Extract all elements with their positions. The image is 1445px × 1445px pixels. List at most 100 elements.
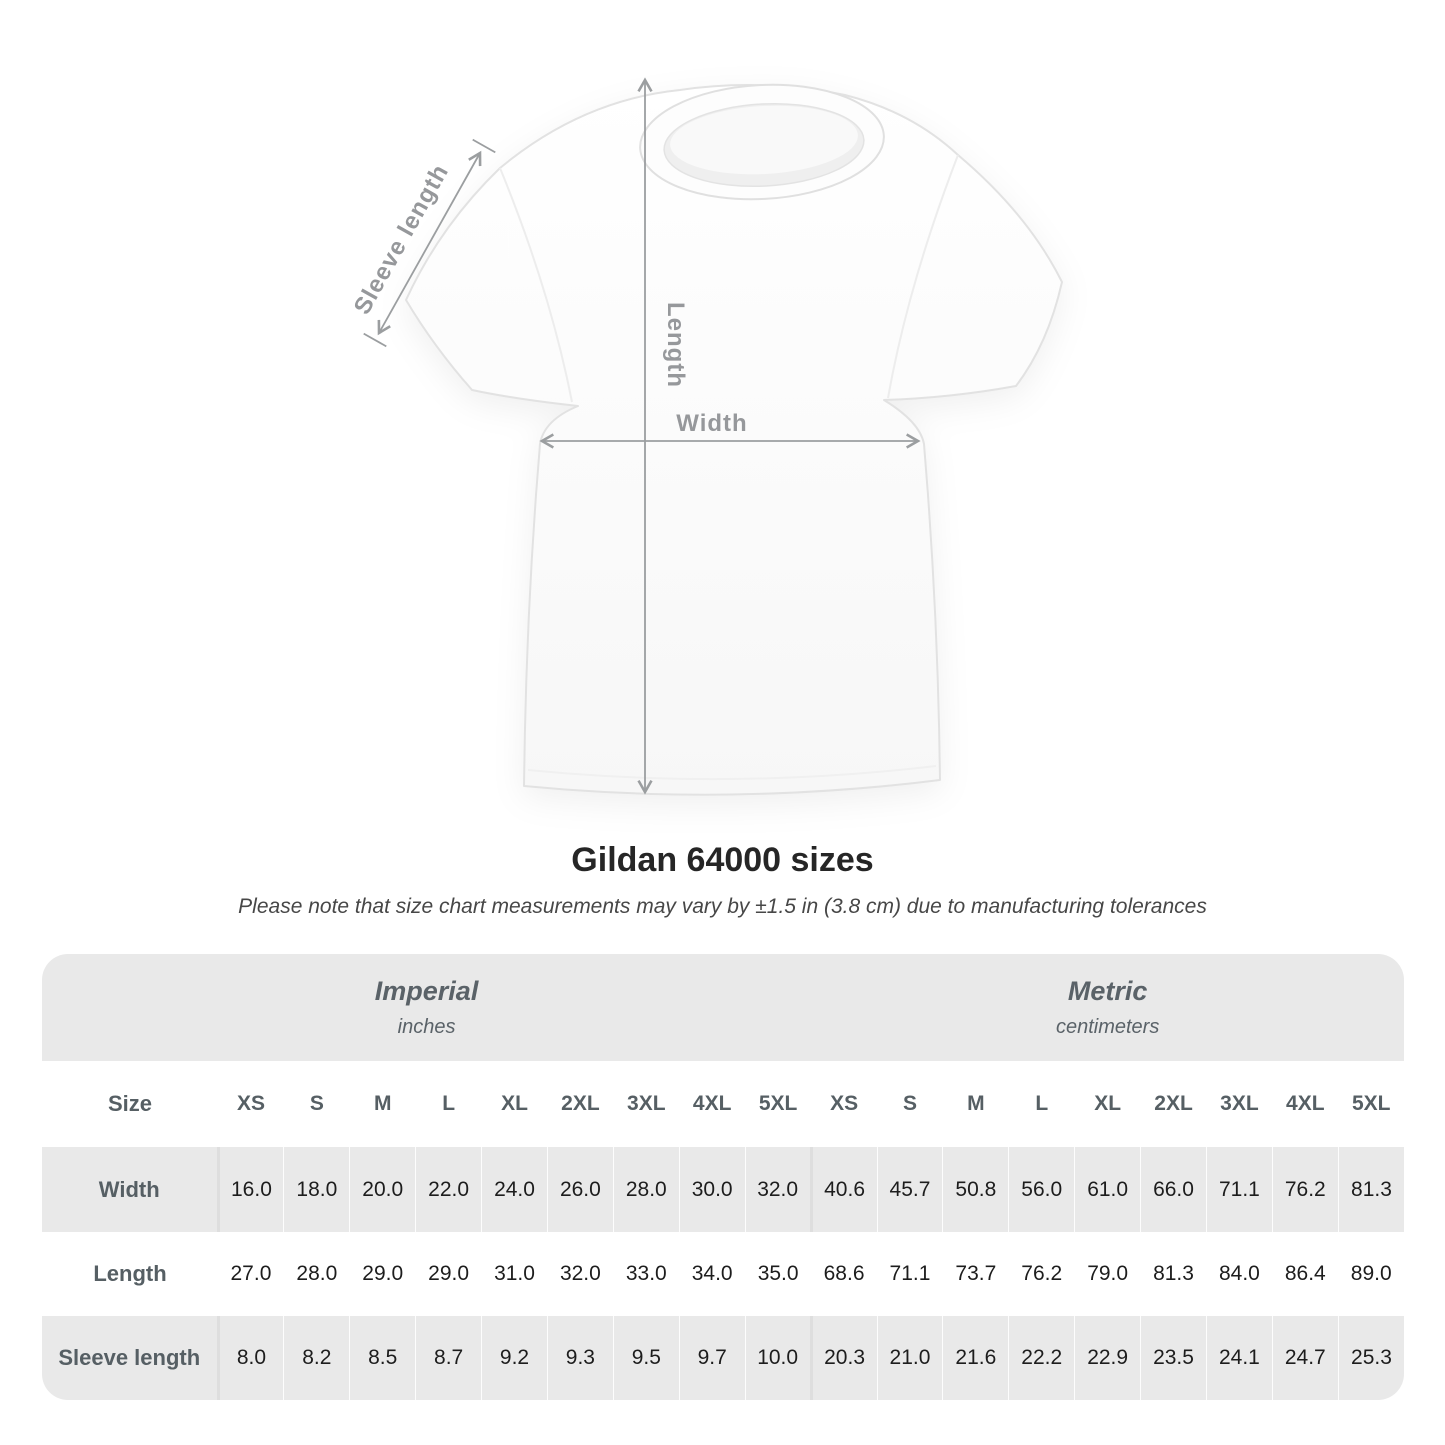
value-cell: 24.1 [1205, 1315, 1273, 1400]
value-cell: 8.7 [415, 1315, 482, 1400]
size-header-cell: 4XL [1286, 1092, 1325, 1116]
value-cell: 73.7 [955, 1261, 997, 1285]
row-label: Width [98, 1176, 160, 1202]
row-label: Length [93, 1260, 167, 1286]
value-cell: 71.1 [1205, 1147, 1273, 1232]
value-cell: 9.2 [481, 1315, 548, 1400]
value-cell: 25.3 [1337, 1315, 1404, 1400]
value-cell: 10.0 [744, 1315, 812, 1400]
size-header-cell: L [442, 1092, 456, 1116]
imperial-group-header: Imperial inches [42, 954, 811, 1061]
imperial-group-label: Imperial [374, 976, 479, 1007]
size-header-cell: XL [501, 1092, 528, 1116]
table-row-length: Length 27.0 28.0 29.0 29.0 31.0 32.0 33.… [42, 1231, 1404, 1316]
value-cell: 20.3 [809, 1315, 878, 1400]
value-cell: 28.0 [296, 1261, 338, 1285]
value-cell: 29.0 [428, 1261, 470, 1285]
value-cell: 79.0 [1087, 1261, 1129, 1285]
value-cell: 20.0 [349, 1147, 416, 1232]
value-cell: 22.9 [1074, 1315, 1141, 1400]
hem-stitch [527, 765, 937, 781]
value-cell: 9.5 [612, 1315, 680, 1400]
size-header-cell: 3XL [1220, 1092, 1259, 1116]
value-cell: 45.7 [876, 1147, 943, 1232]
sleeve-arrow-tick-bottom [363, 332, 387, 348]
value-cell: 50.8 [942, 1147, 1009, 1232]
sleeve-arrow-tick-top [472, 138, 496, 154]
size-table-container: Imperial inches Metric centimeters Size … [42, 954, 1404, 1400]
value-cell: 66.0 [1140, 1147, 1207, 1232]
size-header-row: Size XS S M L XL 2XL 3XL 4XL 5XL XS S M … [42, 1061, 1404, 1148]
collar-inner-back [670, 105, 858, 175]
metric-group-label: Metric [1067, 976, 1148, 1007]
value-cell: 22.0 [415, 1147, 482, 1232]
size-header-cell: 4XL [692, 1092, 732, 1116]
size-header-cell: XS [236, 1092, 265, 1116]
size-header-cell: 3XL [627, 1092, 666, 1116]
value-cell: 8.0 [216, 1315, 284, 1400]
value-cell: 24.0 [481, 1147, 548, 1232]
table-row-sleeve-length: Sleeve length 8.0 8.2 8.5 8.7 9.2 9.3 9.… [42, 1315, 1404, 1400]
value-cell: 81.3 [1153, 1261, 1194, 1285]
size-header-cell: L [1035, 1092, 1049, 1116]
value-cell: 84.0 [1218, 1261, 1260, 1285]
value-cell: 26.0 [546, 1147, 614, 1232]
value-cell: 76.2 [1271, 1147, 1339, 1232]
width-arrow-label: Width [676, 410, 747, 437]
value-cell: 21.6 [942, 1315, 1009, 1400]
metric-group-header: Metric centimeters [811, 954, 1404, 1061]
value-cell: 86.4 [1284, 1261, 1326, 1285]
value-cell: 21.0 [876, 1315, 943, 1400]
measurement-arrows [363, 77, 921, 795]
size-header-cell: S [309, 1092, 324, 1116]
value-cell: 31.0 [494, 1261, 535, 1285]
page-title: Gildan 64000 sizes [571, 841, 874, 879]
value-cell: 24.7 [1271, 1315, 1339, 1400]
value-cell: 23.5 [1140, 1315, 1207, 1400]
value-cell: 40.6 [809, 1147, 878, 1232]
value-cell: 28.0 [612, 1147, 680, 1232]
value-cell: 16.0 [216, 1147, 284, 1232]
table-row-width: Width 16.0 18.0 20.0 22.0 24.0 26.0 28.0… [42, 1147, 1404, 1232]
left-sleeve-seam [499, 167, 573, 403]
size-header-cell: XS [830, 1092, 859, 1116]
sleeve-arrow [377, 150, 482, 336]
value-cell: 76.2 [1021, 1261, 1063, 1285]
value-cell: 33.0 [625, 1261, 667, 1285]
length-arrow-label: Length [662, 302, 689, 388]
size-header-cell: 2XL [561, 1092, 600, 1116]
size-table: Imperial inches Metric centimeters Size … [42, 954, 1404, 1400]
value-cell: 71.1 [889, 1261, 931, 1285]
value-cell: 32.0 [744, 1147, 812, 1232]
row-label: Sleeve length [58, 1344, 201, 1370]
size-header-cell: S [902, 1092, 917, 1116]
value-cell: 35.0 [757, 1261, 799, 1285]
value-cell: 29.0 [362, 1261, 404, 1285]
metric-group-unit: centimeters [1055, 1016, 1160, 1039]
tshirt-figure: Width Length Sleeve length [300, 50, 1100, 850]
value-cell: 89.0 [1350, 1261, 1392, 1285]
value-cell: 8.2 [283, 1315, 350, 1400]
value-cell: 68.6 [823, 1261, 865, 1285]
size-column-header: Size [107, 1091, 153, 1117]
imperial-group-unit: inches [397, 1016, 456, 1039]
value-cell: 32.0 [559, 1261, 601, 1285]
size-header-cell: 5XL [758, 1092, 798, 1116]
value-cell: 9.3 [546, 1315, 614, 1400]
value-cell: 8.5 [349, 1315, 416, 1400]
size-header-cell: 5XL [1351, 1092, 1391, 1116]
value-cell: 81.3 [1337, 1147, 1404, 1232]
value-cell: 61.0 [1074, 1147, 1141, 1232]
size-header-cell: XL [1094, 1092, 1122, 1116]
right-sleeve-seam [887, 154, 959, 399]
value-cell: 22.2 [1008, 1315, 1075, 1400]
page-subtitle: Please note that size chart measurements… [238, 895, 1207, 918]
value-cell: 27.0 [230, 1261, 272, 1285]
size-header-cell: M [373, 1092, 392, 1116]
value-cell: 34.0 [691, 1261, 733, 1285]
value-cell: 18.0 [283, 1147, 350, 1232]
size-header-cell: M [967, 1092, 985, 1116]
tshirt-graphic: Width Length Sleeve length [349, 77, 1063, 796]
unit-group-row: Imperial inches Metric centimeters [42, 954, 1404, 1062]
size-header-cell: 2XL [1154, 1092, 1193, 1116]
